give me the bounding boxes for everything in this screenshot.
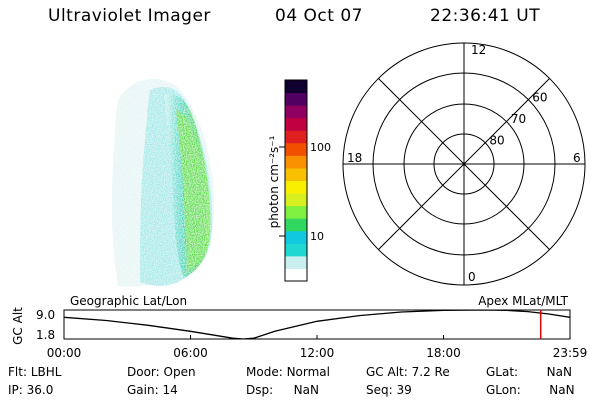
orbit-ytick-top: 9.0: [36, 308, 55, 322]
filter-info: Flt: LBHL: [8, 365, 61, 379]
door-info: Door: Open: [127, 365, 196, 379]
colorbar-swatch: [285, 268, 307, 282]
dsp-value: NaN: [293, 383, 319, 397]
gain-value: 14: [162, 383, 178, 397]
colorbar-swatch: [285, 92, 307, 106]
gain-info: Gain: 14: [127, 383, 178, 397]
gc-alt-label: GC Alt:: [366, 365, 408, 379]
mode-label: Mode:: [246, 365, 283, 379]
mlt-label-0: 0: [468, 270, 476, 284]
colorbar-unit-label: photon cm⁻²s⁻¹: [267, 135, 281, 228]
lat-label-60: 60: [532, 91, 547, 105]
orbit-xtick-label: 23:59: [553, 346, 588, 360]
gain-label: Gain:: [127, 383, 159, 397]
glat-value: NaN: [546, 365, 572, 379]
glon-info: GLon: NaN: [486, 383, 575, 397]
ip-label: IP:: [8, 383, 23, 397]
seq-info: Seq: 39: [366, 383, 412, 397]
instrument-title: Ultraviolet Imager: [48, 6, 211, 26]
ip-value: 36.0: [26, 383, 54, 397]
colorbar-swatch: [285, 105, 307, 119]
gc-alt-value: 7.2 Re: [411, 365, 450, 379]
lat-label-80: 80: [489, 134, 504, 148]
mlt-label-6: 6: [573, 151, 581, 165]
seq-label: Seq:: [366, 383, 393, 397]
door-label: Door:: [127, 365, 160, 379]
colorbar-swatch: [285, 243, 307, 257]
orbit-xtick-label: 06:00: [173, 346, 208, 360]
glat-info: GLat: NaN: [486, 365, 572, 379]
orbit-ylabel: GC Alt: [11, 307, 25, 345]
colorbar-swatch: [285, 180, 307, 194]
glon-value: NaN: [549, 383, 575, 397]
mlt-label-12: 12: [471, 43, 486, 57]
glon-label: GLon:: [486, 383, 521, 397]
auroral-image: [111, 78, 214, 287]
colorbar-swatch: [285, 117, 307, 131]
colorbar-swatch: [285, 80, 307, 94]
colorbar-tick-label: 10: [310, 230, 324, 243]
colorbar-swatch: [285, 230, 307, 244]
mode-info: Mode: Normal: [246, 365, 330, 379]
colorbar-swatch: [285, 255, 307, 269]
date-label: 04 Oct 07: [275, 6, 363, 26]
gc-alt-info: GC Alt: 7.2 Re: [366, 365, 450, 379]
colorbar-swatch: [285, 167, 307, 181]
time-label: 22:36:41 UT: [430, 6, 541, 26]
orbit-ytick-bottom: 1.8: [36, 328, 55, 342]
mlt-label-18: 18: [347, 151, 362, 165]
colorbar: 100 10: [279, 79, 331, 282]
filter-label: Flt:: [8, 365, 27, 379]
dsp-label: Dsp:: [246, 383, 274, 397]
colorbar-swatch: [285, 142, 307, 156]
colorbar-tick-label: 100: [310, 141, 331, 154]
door-value: Open: [163, 365, 196, 379]
apex-caption: Apex MLat/MLT: [478, 294, 568, 308]
lat-label-70: 70: [511, 112, 526, 126]
orbit-xtick-label: 00:00: [47, 346, 82, 360]
glat-label: GLat:: [486, 365, 519, 379]
orbit-altitude-panel: 00:00 06:00 12:00 18:00 23:59: [47, 309, 588, 360]
seq-value: 39: [396, 383, 412, 397]
colorbar-swatch: [285, 218, 307, 232]
polar-plot: 12 6 18 0 80 70 60: [342, 42, 586, 286]
mode-value: Normal: [286, 365, 330, 379]
orbit-xtick-label: 18:00: [426, 346, 461, 360]
filter-value: LBHL: [30, 365, 62, 379]
ip-info: IP: 36.0: [8, 383, 53, 397]
orbit-altitude-line: [64, 310, 570, 339]
geographic-caption: Geographic Lat/Lon: [70, 294, 187, 308]
colorbar-swatch: [285, 205, 307, 219]
orbit-xtick-label: 12:00: [300, 346, 335, 360]
colorbar-swatch: [285, 130, 307, 144]
dsp-info: Dsp: NaN: [246, 383, 319, 397]
colorbar-swatch: [285, 193, 307, 207]
colorbar-swatch: [285, 155, 307, 169]
